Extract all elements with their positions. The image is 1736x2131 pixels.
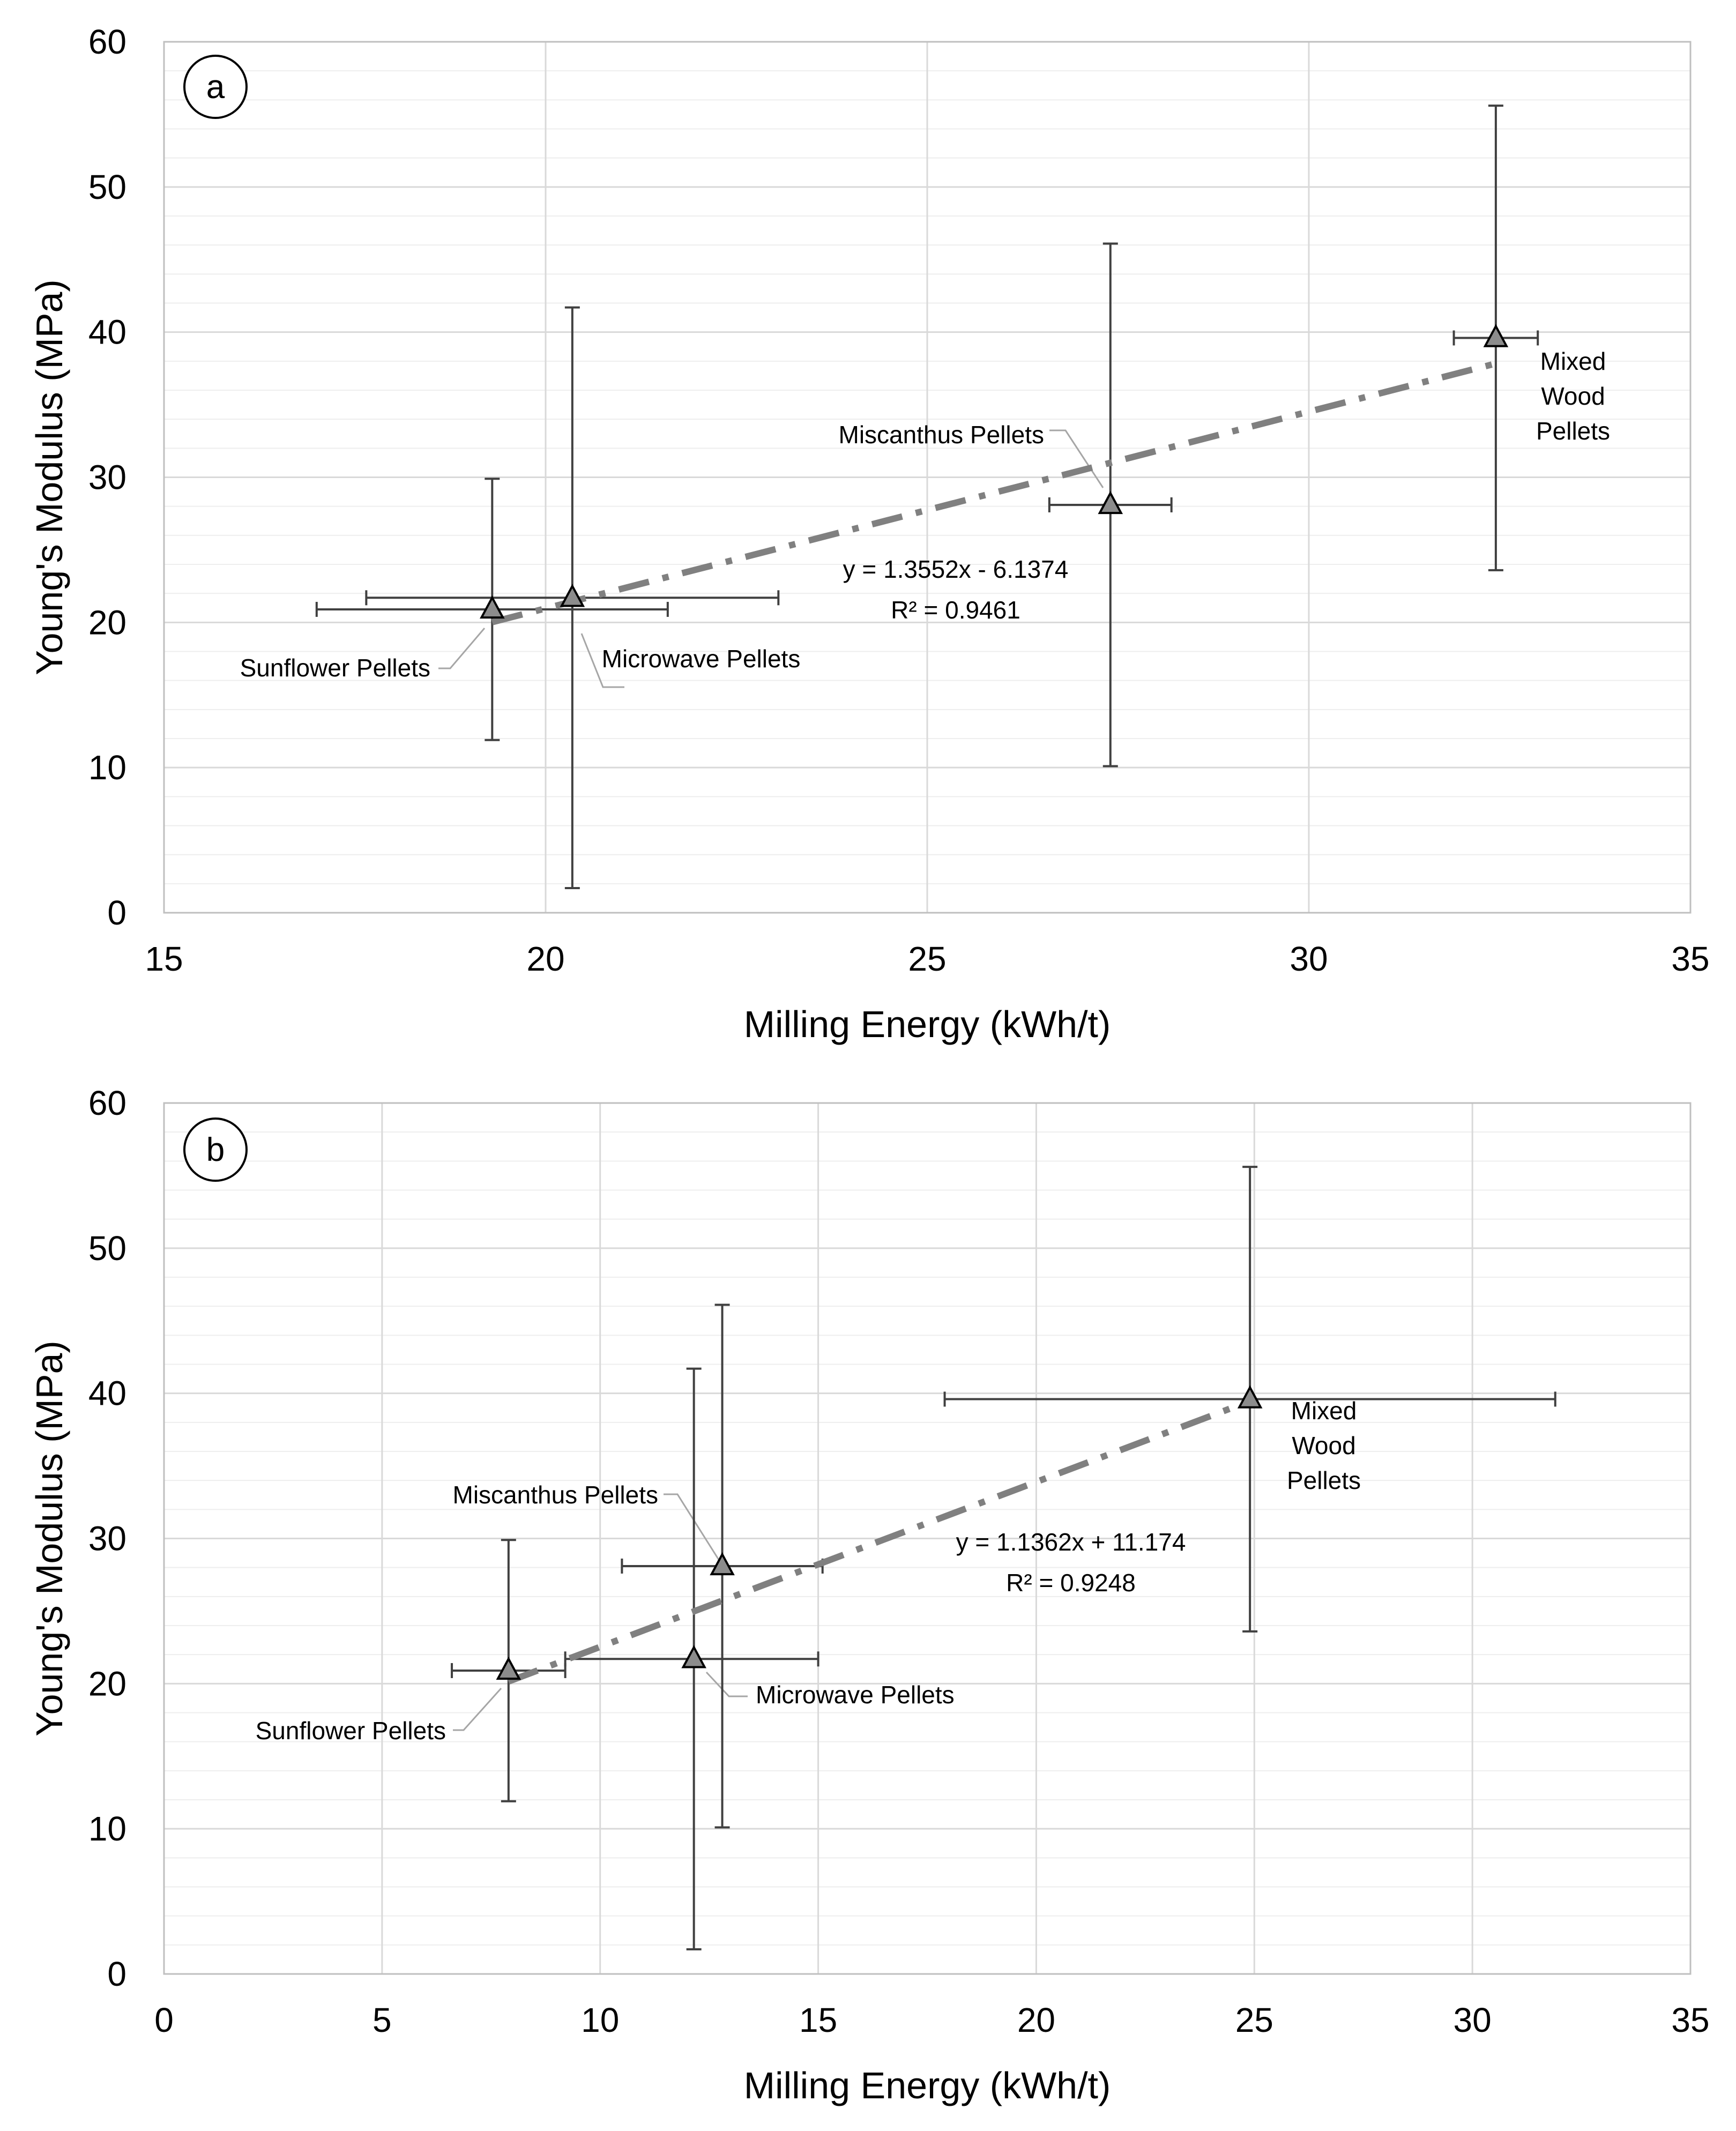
x-tick-label: 30 (1290, 940, 1328, 978)
data-point-label: Microwave Pellets (756, 1681, 955, 1709)
data-point-label-line: Pellets (1536, 417, 1610, 445)
data-point-marker (710, 1552, 735, 1576)
chart-panel-a: 0 10 20 30 40 50 60 15 20 25 30 35 Milling Energy (k… (28, 23, 1710, 1045)
trendline-equation: y = 1.1362x + 11.174 (956, 1528, 1186, 1556)
label-leader-line (438, 628, 486, 669)
data-point-marker (496, 1656, 521, 1680)
x-tick-label: 15 (799, 2001, 837, 2039)
y-tick-label: 0 (107, 893, 126, 932)
data-point-label: Miscanthus Pellets (839, 421, 1045, 449)
data-point-label: Sunflower Pellets (256, 1717, 446, 1745)
x-tick-label: 25 (1235, 2001, 1273, 2039)
y-tick-label: 30 (88, 458, 126, 497)
panel-letter-circle (183, 55, 248, 119)
data-point-label: Miscanthus Pellets (453, 1481, 659, 1509)
data-point-label: Sunflower Pellets (240, 654, 430, 682)
y-tick-label: 10 (88, 1809, 126, 1848)
plot-area-border (163, 41, 1692, 914)
panel-letter: a (206, 69, 225, 106)
y-tick-label: 0 (107, 1955, 126, 1993)
data-point-label: Mixed Wood Pellets (1536, 347, 1610, 445)
y-tick-label: 40 (88, 313, 126, 352)
x-axis-title: Milling Energy (kWh/t) (744, 2065, 1111, 2106)
y-tick-label: 30 (88, 1519, 126, 1558)
label-leader-line (664, 1493, 722, 1564)
x-tick-label: 20 (526, 940, 564, 978)
data-point-label-line: Mixed (1540, 347, 1606, 375)
data-point-marker (1483, 324, 1509, 347)
linear-trendline (491, 360, 1497, 625)
data-point-label: Microwave Pellets (602, 645, 801, 673)
y-tick-label: 50 (88, 1229, 126, 1268)
label-leader-line (705, 1671, 748, 1697)
label-leader-line (1049, 429, 1104, 488)
trendline-r-squared: R² = 0.9461 (891, 596, 1020, 624)
y-tick-label: 20 (88, 603, 126, 642)
data-point-label-line: Wood (1541, 382, 1605, 410)
data-point-marker (1237, 1385, 1263, 1409)
label-leader-line (453, 1687, 502, 1731)
label-leader-line (580, 633, 624, 688)
y-tick-label: 40 (88, 1374, 126, 1413)
y-tick-label: 10 (88, 748, 126, 787)
y-tick-label: 50 (88, 168, 126, 206)
x-tick-label: 20 (1017, 2001, 1055, 2039)
x-tick-label: 5 (372, 2001, 392, 2039)
x-tick-label: 30 (1454, 2001, 1492, 2039)
x-tick-label: 35 (1671, 940, 1709, 978)
chart-panel-b: 0 10 20 30 40 50 60 0 5 10 15 20 25 30 35 Milling Energ… (28, 1084, 1710, 2106)
trendline-equation: y = 1.3552x - 6.1374 (843, 555, 1069, 583)
y-tick-label: 20 (88, 1664, 126, 1703)
data-point-label-line: Pellets (1287, 1466, 1361, 1494)
data-point-label-line: Mixed (1291, 1397, 1357, 1425)
data-point-marker (560, 584, 585, 607)
plot-area-border (163, 1102, 1692, 1975)
y-tick-label: 60 (88, 23, 126, 61)
y-axis-title: Young's Modulus (MPa) (28, 1340, 70, 1736)
x-axis-title: Milling Energy (kWh/t) (744, 1003, 1111, 1045)
x-tick-label: 10 (581, 2001, 619, 2039)
panel-letter-circle (183, 1117, 248, 1182)
data-point-label: Mixed Wood Pellets (1287, 1397, 1361, 1494)
data-point-marker (1098, 490, 1123, 515)
x-tick-label: 15 (145, 940, 183, 978)
data-point-marker (480, 595, 505, 619)
x-tick-label: 35 (1671, 2001, 1709, 2039)
data-point-label-line: Wood (1292, 1432, 1355, 1459)
x-tick-label: 25 (908, 940, 946, 978)
panel-letter: b (206, 1131, 225, 1168)
trendline-r-squared: R² = 0.9248 (1006, 1569, 1136, 1597)
linear-trendline (507, 1398, 1251, 1685)
data-point-marker (681, 1645, 706, 1668)
x-tick-label: 0 (154, 2001, 174, 2039)
y-axis-title: Young's Modulus (MPa) (28, 279, 70, 675)
y-tick-label: 60 (88, 1084, 126, 1122)
